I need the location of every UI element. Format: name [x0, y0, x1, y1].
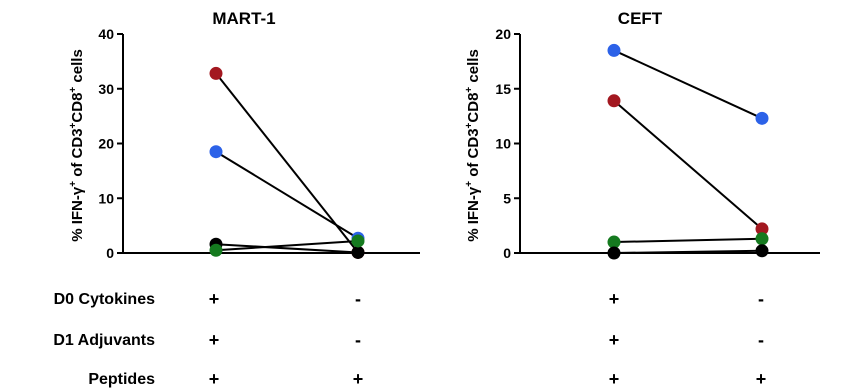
- data-point: [755, 232, 769, 246]
- y-axis-label-part: +: [68, 87, 79, 93]
- y-axis-label-part: % IFN-γ: [69, 186, 86, 242]
- data-point: [209, 243, 223, 257]
- condition-row-1: D0 Cytokines + - + -: [54, 289, 764, 309]
- y-axis-label-part: +: [68, 181, 79, 187]
- data-point: [209, 145, 223, 159]
- series-line: [613, 49, 763, 120]
- y-tick-label: 20: [98, 136, 114, 152]
- condition-sign: +: [209, 330, 220, 350]
- data-point: [351, 234, 365, 248]
- y-axis-label-part: CD8: [465, 93, 482, 123]
- chart-title: CEFT: [618, 9, 663, 28]
- series-line: [215, 243, 359, 254]
- data-point: [351, 245, 365, 259]
- chart-title: MART-1: [212, 9, 275, 28]
- condition-label: D0 Cytokines: [54, 291, 155, 308]
- data-point: [607, 246, 621, 260]
- condition-sign: +: [609, 330, 620, 350]
- condition-sign: -: [355, 289, 361, 309]
- y-tick-label: 0: [106, 245, 114, 261]
- data-point: [209, 66, 223, 80]
- condition-sign: +: [353, 369, 364, 389]
- y-axis-label-part: % IFN-γ: [465, 186, 482, 242]
- condition-sign: -: [355, 330, 361, 350]
- y-tick-label: 0: [503, 245, 511, 261]
- y-axis-label-part: cells: [69, 49, 86, 87]
- y-axis-label-part: +: [464, 122, 475, 128]
- condition-sign: -: [758, 289, 764, 309]
- condition-label: Peptides: [88, 371, 155, 388]
- y-axis-label: % IFN-γ+ of CD3+CD8+ cells: [464, 49, 482, 242]
- condition-sign: +: [756, 369, 767, 389]
- data-point: [755, 222, 769, 236]
- series-line: [613, 100, 763, 230]
- condition-row-2: D1 Adjuvants + - + -: [53, 330, 764, 350]
- y-tick-label: 20: [495, 26, 511, 42]
- condition-sign: +: [609, 289, 620, 309]
- data-point: [755, 111, 769, 125]
- y-tick-label: 40: [98, 26, 114, 42]
- data-point: [755, 244, 769, 258]
- series-line: [215, 150, 359, 240]
- y-tick-label: 10: [98, 190, 114, 206]
- condition-sign: -: [758, 330, 764, 350]
- series-line: [613, 249, 763, 254]
- y-tick-label: 5: [503, 190, 511, 206]
- condition-sign: +: [209, 369, 220, 389]
- y-axis-label-part: of CD3: [465, 128, 482, 181]
- y-axis-label: % IFN-γ+ of CD3+CD8+ cells: [68, 49, 86, 242]
- data-point: [607, 94, 621, 108]
- y-axis-label-part: cells: [465, 49, 482, 87]
- series-line: [215, 239, 359, 252]
- y-axis-label-part: CD8: [69, 93, 86, 123]
- series-line: [613, 237, 763, 244]
- y-tick-label: 10: [495, 136, 511, 152]
- y-axis-label-part: +: [464, 87, 475, 93]
- y-axis-label-part: of CD3: [69, 128, 86, 181]
- series-line: [215, 72, 359, 254]
- y-axis-label-part: +: [464, 181, 475, 187]
- condition-sign: +: [609, 369, 620, 389]
- y-tick-label: 30: [98, 81, 114, 97]
- y-axis-label-part: +: [68, 122, 79, 128]
- condition-sign: +: [209, 289, 220, 309]
- condition-label: D1 Adjuvants: [53, 332, 155, 349]
- data-point: [607, 235, 621, 249]
- y-tick-label: 15: [495, 81, 511, 97]
- data-point: [607, 43, 621, 57]
- condition-row-3: Peptides + + + +: [88, 369, 766, 389]
